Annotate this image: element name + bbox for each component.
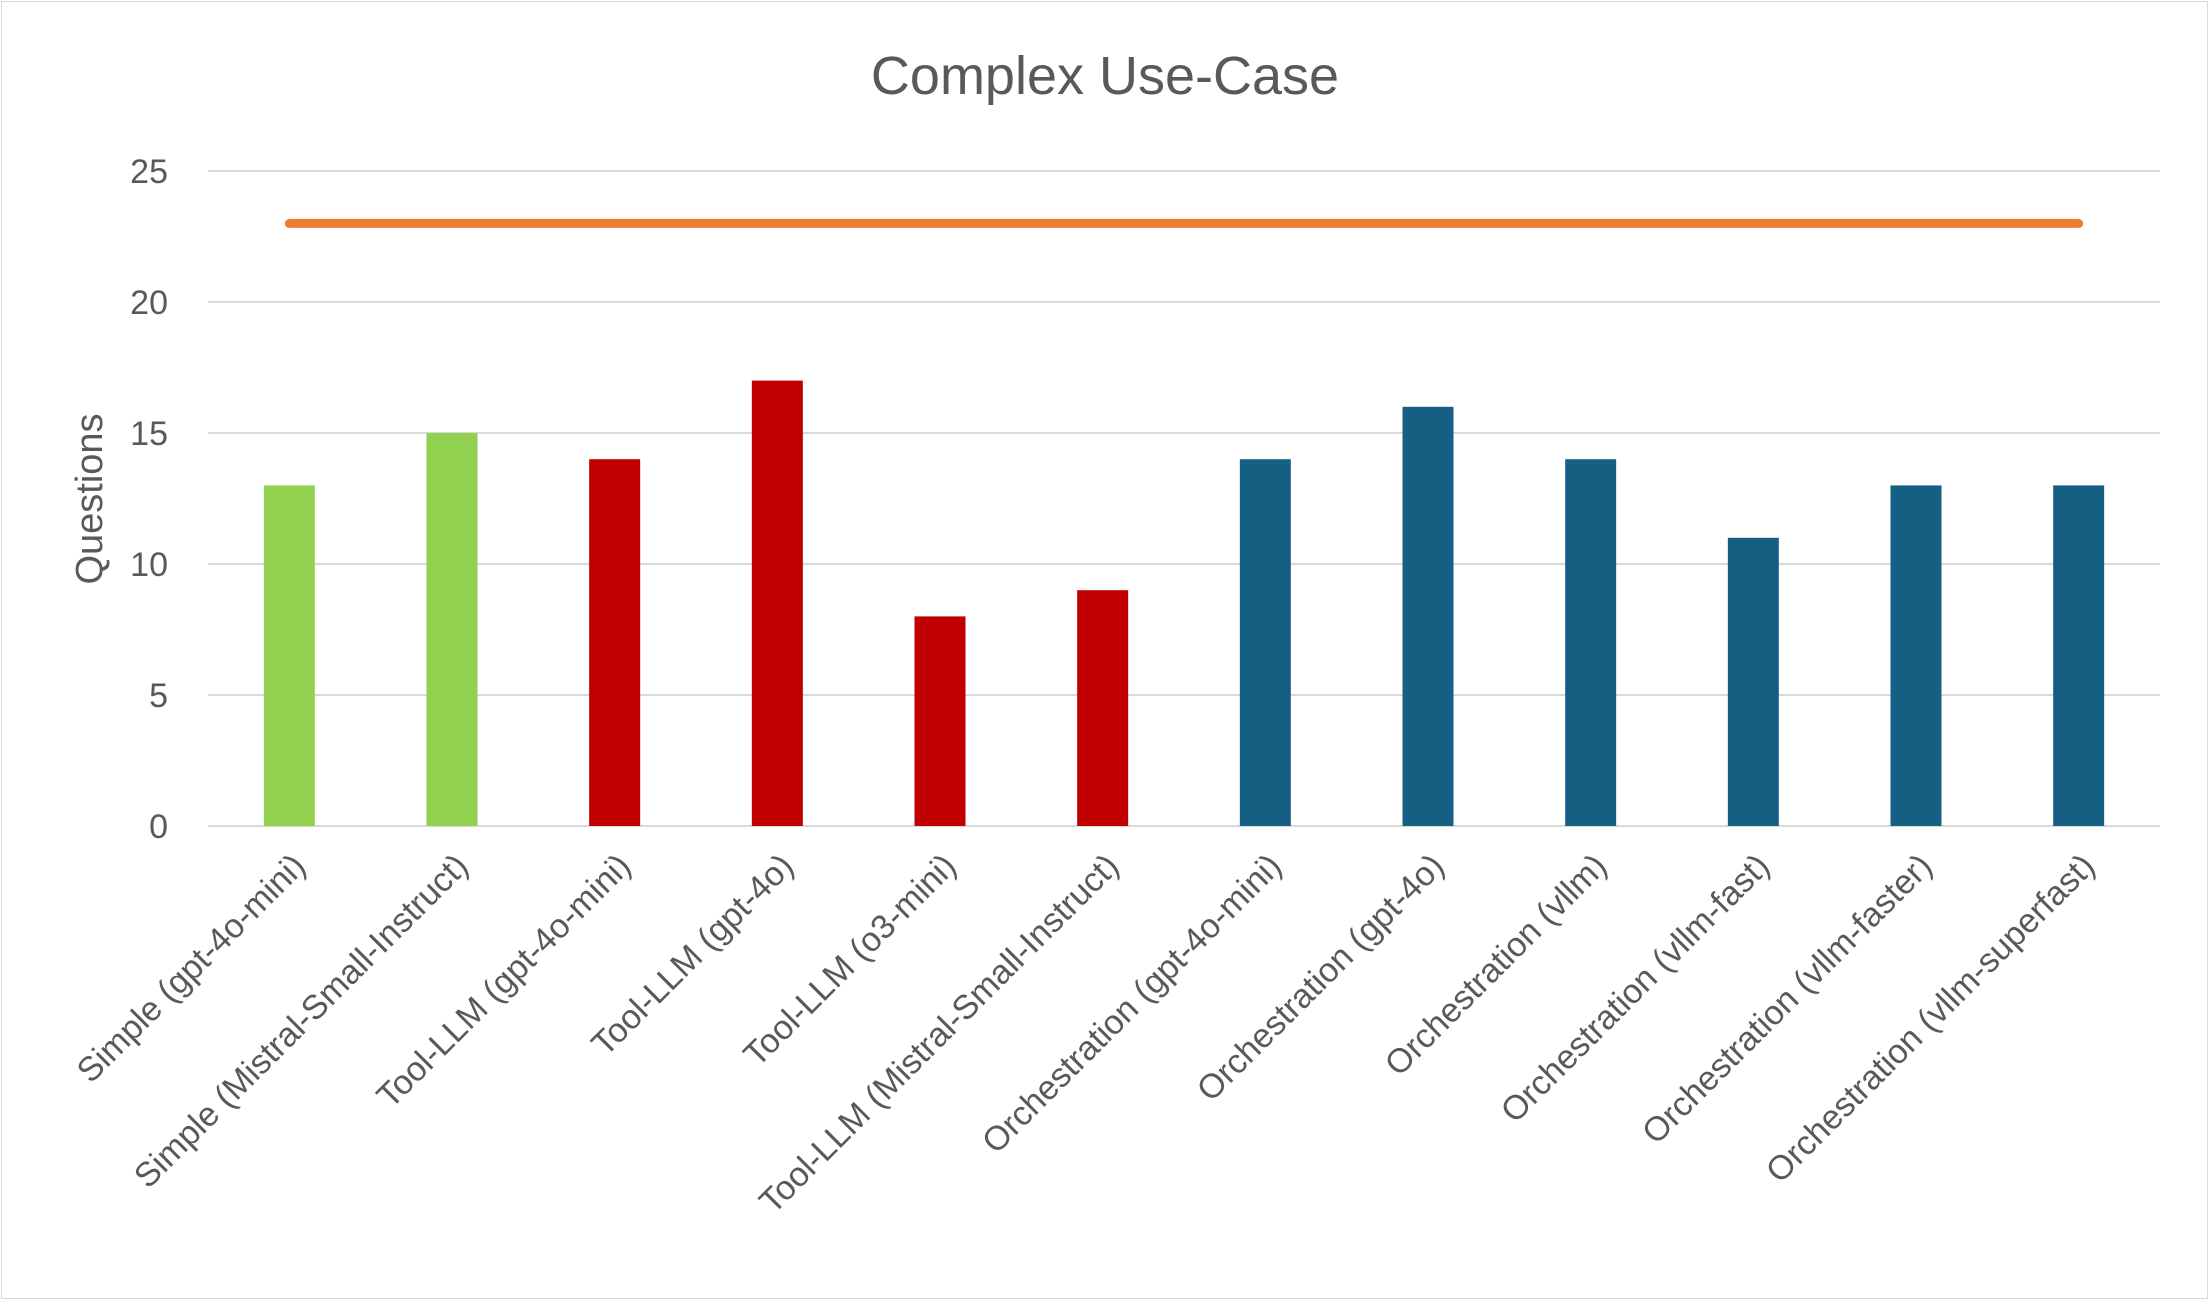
bar (263, 485, 315, 826)
bar (1727, 537, 1779, 826)
bar (1239, 459, 1291, 826)
bar (426, 433, 478, 826)
gridlines (208, 170, 2160, 827)
bar (1402, 406, 1454, 826)
y-tick-label: 5 (149, 677, 168, 715)
chart-title: Complex Use-Case (871, 46, 1339, 106)
x-category-label: Orchestration (gpt-4o-mini) (975, 847, 1289, 1161)
x-category-label: Orchestration (vllm-faster) (1635, 847, 1940, 1152)
y-tick-label: 20 (130, 284, 168, 322)
y-axis-ticks: 0 5 10 15 20 25 (130, 153, 168, 846)
x-category-label: Orchestration (vllm-superfast) (1759, 847, 2102, 1190)
bar (1077, 590, 1129, 826)
bars (263, 380, 2105, 826)
bar (2053, 485, 2105, 826)
x-category-label: Simple (Mistral-Small-Instruct) (127, 847, 476, 1196)
bar (1565, 459, 1617, 826)
bar (751, 380, 803, 826)
y-tick-label: 25 (130, 153, 168, 191)
bar (1890, 485, 1942, 826)
x-category-label: Tool-LLM (Mistral-Small-Instruct) (752, 847, 1126, 1221)
bar (914, 616, 966, 826)
y-tick-label: 10 (130, 546, 168, 584)
x-axis-categories: Simple (gpt-4o-mini)Simple (Mistral-Smal… (70, 847, 2103, 1221)
x-category-label: Orchestration (vllm-fast) (1494, 847, 1777, 1130)
y-tick-label: 15 (130, 415, 168, 453)
bar (589, 459, 641, 826)
y-axis-label: Questions (69, 413, 111, 584)
y-tick-label: 0 (149, 808, 168, 846)
